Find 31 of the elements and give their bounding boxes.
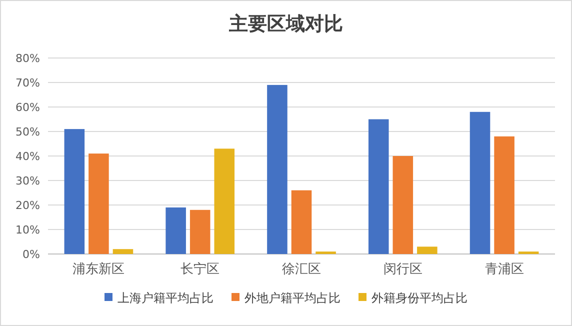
y-tick-label: 20% [16, 199, 40, 212]
bar [267, 84, 288, 254]
bar [494, 136, 514, 254]
y-tick-label: 30% [16, 174, 40, 188]
bar [368, 119, 389, 254]
x-tick-label: 浦东新区 [72, 261, 125, 276]
y-tick-label: 70% [16, 76, 40, 90]
bar [214, 148, 235, 254]
bar [88, 154, 109, 254]
chart-title: 主要区域对比 [228, 13, 343, 35]
y-tick-label: 10% [16, 224, 40, 236]
y-tick-label: 60% [16, 101, 40, 114]
y-tick-label: 80% [16, 52, 40, 65]
y-tick-label: 40% [16, 150, 40, 163]
bar [417, 246, 438, 254]
bar [291, 190, 312, 254]
bar [64, 129, 85, 254]
bar [470, 112, 490, 254]
y-tick-label: 50% [16, 126, 40, 138]
bar [166, 207, 186, 254]
legend-label: 外地户籍平均占比 [244, 291, 340, 305]
y-tick-label: 0% [22, 248, 40, 261]
legend-label: 外籍身份平均占比 [372, 291, 468, 305]
bar [112, 249, 134, 254]
x-tick-label: 徐汇区 [282, 261, 321, 276]
x-tick-label: 闵行区 [383, 261, 422, 276]
legend-label: 上海户籍平均占比 [118, 291, 214, 305]
x-tick-label: 青浦区 [484, 261, 524, 276]
bar [392, 156, 414, 254]
bar [190, 210, 210, 254]
x-tick-label: 长宁区 [180, 261, 220, 276]
